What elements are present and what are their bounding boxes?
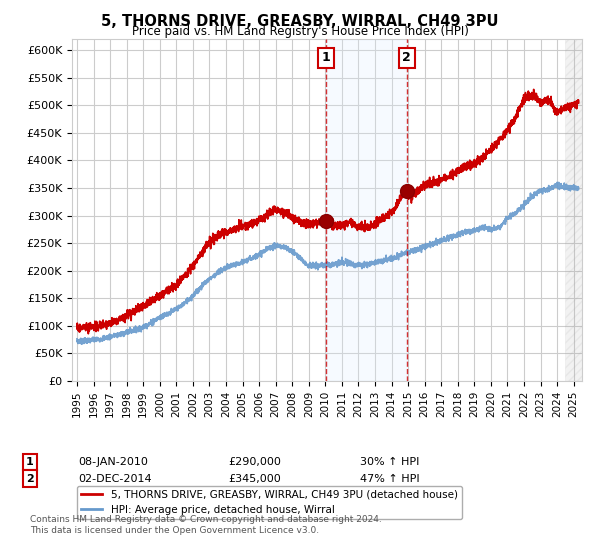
Text: 08-JAN-2010: 08-JAN-2010 — [78, 457, 148, 467]
Text: 2: 2 — [403, 52, 411, 64]
Text: 2: 2 — [26, 474, 34, 484]
Text: 5, THORNS DRIVE, GREASBY, WIRRAL, CH49 3PU: 5, THORNS DRIVE, GREASBY, WIRRAL, CH49 3… — [101, 14, 499, 29]
Text: 1: 1 — [322, 52, 330, 64]
Text: 02-DEC-2014: 02-DEC-2014 — [78, 474, 152, 484]
Text: Contains HM Land Registry data © Crown copyright and database right 2024.
This d: Contains HM Land Registry data © Crown c… — [30, 515, 382, 535]
Bar — [565, 39, 582, 381]
Text: 1: 1 — [26, 457, 34, 467]
Text: 30% ↑ HPI: 30% ↑ HPI — [360, 457, 419, 467]
Bar — [326, 39, 407, 381]
Text: Price paid vs. HM Land Registry's House Price Index (HPI): Price paid vs. HM Land Registry's House … — [131, 25, 469, 38]
Text: 47% ↑ HPI: 47% ↑ HPI — [360, 474, 419, 484]
Legend: 5, THORNS DRIVE, GREASBY, WIRRAL, CH49 3PU (detached house), HPI: Average price,: 5, THORNS DRIVE, GREASBY, WIRRAL, CH49 3… — [77, 486, 462, 519]
Text: £290,000: £290,000 — [228, 457, 281, 467]
Text: £345,000: £345,000 — [228, 474, 281, 484]
